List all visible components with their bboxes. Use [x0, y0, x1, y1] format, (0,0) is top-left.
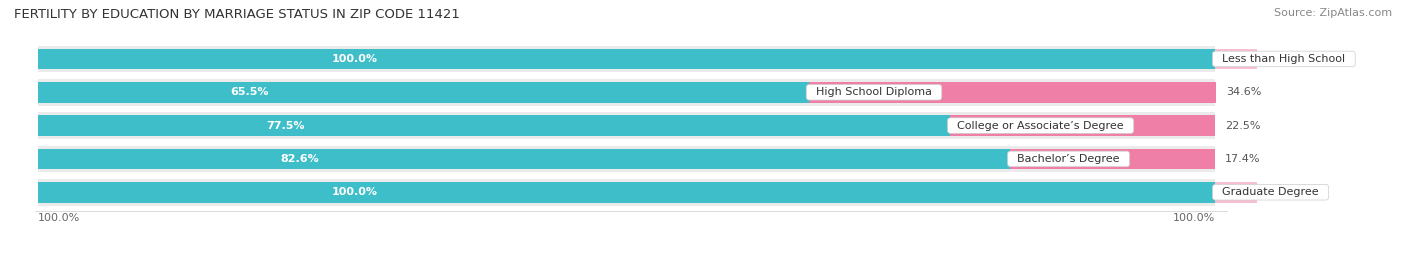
- Bar: [1215, 49, 1257, 69]
- Bar: [38, 46, 1215, 72]
- Text: 100.0%: 100.0%: [332, 54, 378, 64]
- Text: College or Associate’s Degree: College or Associate’s Degree: [950, 121, 1130, 130]
- Text: 77.5%: 77.5%: [266, 121, 304, 130]
- Text: 22.5%: 22.5%: [1225, 121, 1260, 130]
- Bar: [1011, 148, 1215, 169]
- Bar: [38, 112, 1215, 139]
- Text: 17.4%: 17.4%: [1225, 154, 1260, 164]
- Text: Bachelor’s Degree: Bachelor’s Degree: [1011, 154, 1126, 164]
- Bar: [38, 115, 950, 136]
- Text: 100.0%: 100.0%: [1173, 213, 1215, 223]
- Bar: [38, 79, 1215, 106]
- Text: 82.6%: 82.6%: [281, 154, 319, 164]
- Bar: [38, 179, 1215, 206]
- Bar: [38, 182, 1215, 203]
- Bar: [38, 49, 1215, 69]
- Bar: [38, 82, 808, 102]
- Bar: [808, 82, 1216, 102]
- Bar: [38, 146, 1215, 172]
- Text: 0.0%: 0.0%: [1265, 187, 1294, 197]
- Bar: [950, 115, 1215, 136]
- Bar: [38, 148, 1011, 169]
- Text: Source: ZipAtlas.com: Source: ZipAtlas.com: [1274, 8, 1392, 18]
- Text: 100.0%: 100.0%: [332, 187, 378, 197]
- Bar: [1215, 182, 1257, 203]
- Text: Less than High School: Less than High School: [1215, 54, 1353, 64]
- Text: 100.0%: 100.0%: [38, 213, 80, 223]
- Text: 0.0%: 0.0%: [1265, 54, 1294, 64]
- Text: Graduate Degree: Graduate Degree: [1215, 187, 1326, 197]
- Text: 34.6%: 34.6%: [1226, 87, 1261, 97]
- Text: 65.5%: 65.5%: [231, 87, 269, 97]
- Text: FERTILITY BY EDUCATION BY MARRIAGE STATUS IN ZIP CODE 11421: FERTILITY BY EDUCATION BY MARRIAGE STATU…: [14, 8, 460, 21]
- Text: High School Diploma: High School Diploma: [808, 87, 939, 97]
